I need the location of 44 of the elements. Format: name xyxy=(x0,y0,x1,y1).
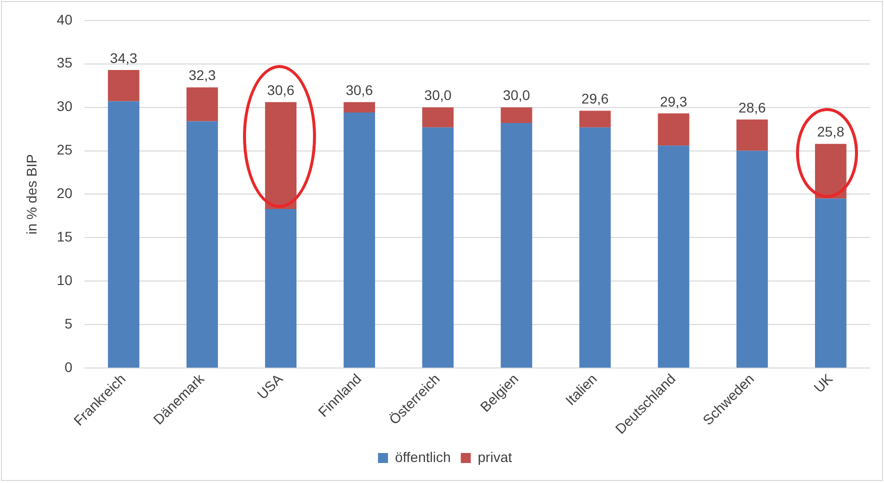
y-tick-label: 15 xyxy=(56,228,73,245)
y-tick-label: 30 xyxy=(56,98,73,114)
total-label: 25,8 xyxy=(817,124,845,140)
y-tick-label: 5 xyxy=(64,315,73,332)
bar xyxy=(422,107,454,128)
bar xyxy=(186,87,218,122)
bar xyxy=(500,122,532,368)
y-axis-title: in % des BIP xyxy=(23,154,40,234)
bar xyxy=(422,127,454,368)
bar xyxy=(500,107,532,123)
y-tick-label: 40 xyxy=(56,11,73,28)
bar xyxy=(186,121,218,368)
total-label: 30,0 xyxy=(424,87,452,104)
total-label: 32,3 xyxy=(188,67,216,84)
bar xyxy=(815,198,846,368)
legend-label: privat xyxy=(478,448,512,465)
bar xyxy=(579,127,611,368)
y-tick-label: 0 xyxy=(64,358,73,375)
legend-label: öffentlich xyxy=(394,448,451,465)
bar xyxy=(344,102,376,113)
bar xyxy=(265,102,296,210)
bar xyxy=(108,101,140,368)
y-tick-label: 10 xyxy=(56,272,73,288)
y-tick-label: 35 xyxy=(56,54,73,71)
bar xyxy=(344,112,376,368)
total-label: 30,6 xyxy=(267,82,295,98)
x-tick-label: USA xyxy=(254,370,286,402)
x-tick-label: UK xyxy=(810,370,836,396)
bar xyxy=(736,150,768,368)
bar xyxy=(815,144,846,199)
y-tick-label: 20 xyxy=(56,185,73,202)
bar xyxy=(736,119,768,151)
bar xyxy=(579,110,611,128)
total-label: 30,6 xyxy=(346,82,374,98)
total-label: 30,0 xyxy=(502,87,530,104)
total-label: 28,6 xyxy=(738,99,766,116)
total-label: 29,6 xyxy=(581,90,609,107)
y-tick-label: 25 xyxy=(56,142,73,158)
bar xyxy=(658,113,690,146)
total-label: 29,3 xyxy=(660,93,688,110)
bar xyxy=(108,70,140,102)
total-label: 34,3 xyxy=(110,50,138,66)
bar xyxy=(265,209,296,368)
bar xyxy=(658,146,690,368)
